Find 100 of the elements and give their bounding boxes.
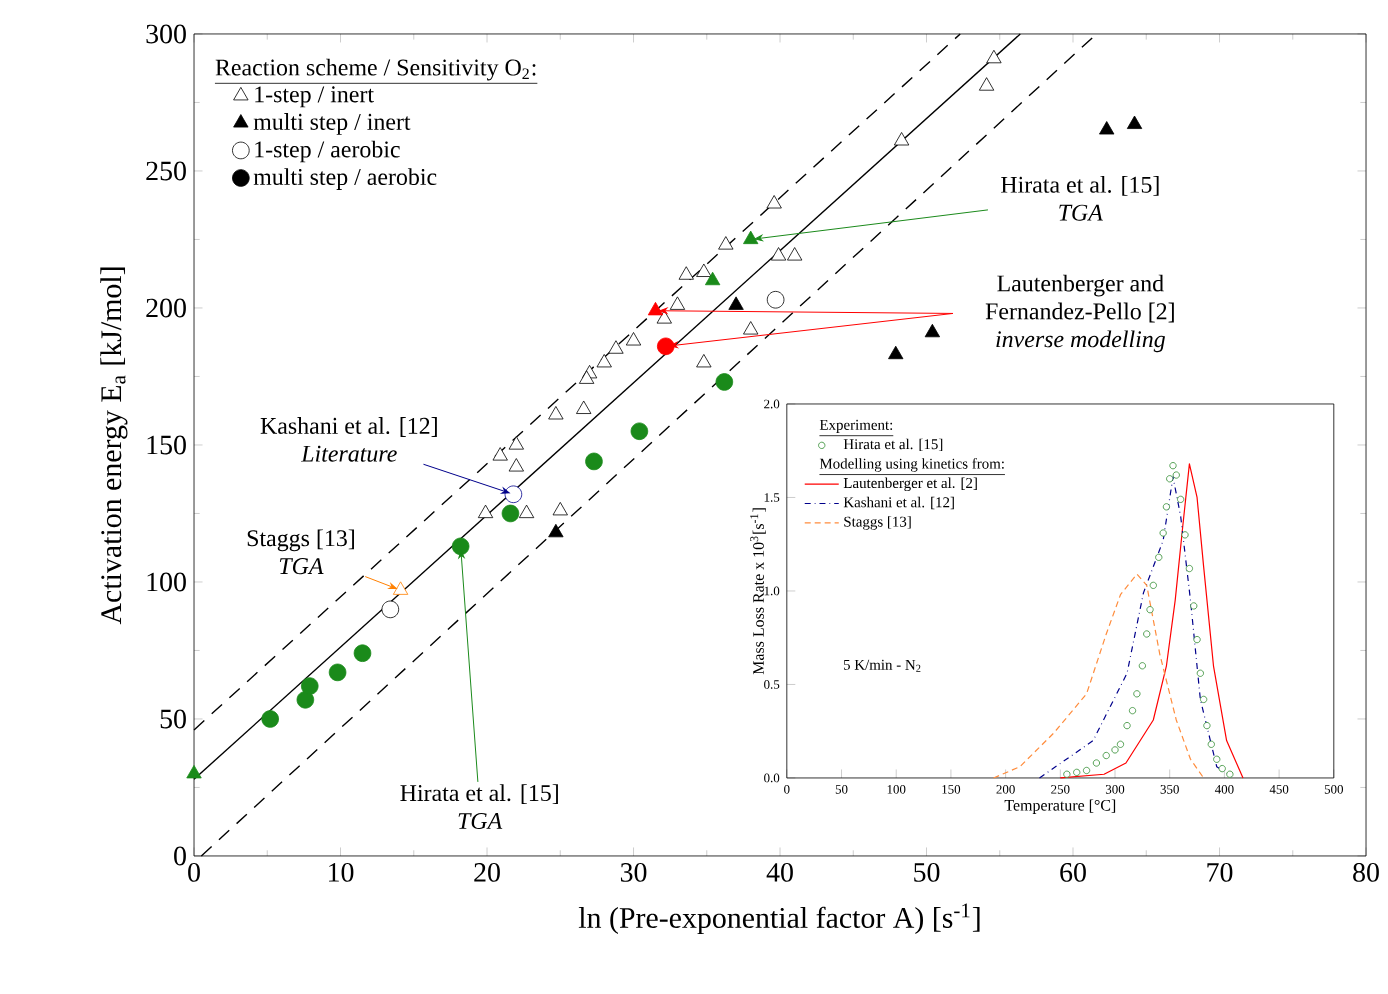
point (770, 247, 787, 261)
x-tick-label: 0 (188, 863, 200, 882)
x-tick-label: 60 (1060, 863, 1086, 882)
point (1149, 581, 1157, 589)
x-tick-label: 70 (1207, 863, 1233, 882)
y-tick-label: 100 (147, 572, 186, 592)
annotation: Kashani et al. [12] Literature (260, 417, 437, 462)
line-series (1059, 463, 1244, 779)
x-tick-label: 50 (914, 863, 940, 882)
point (1102, 751, 1110, 760)
point (1138, 662, 1146, 670)
legend-label: 1-step / aerobic (255, 140, 400, 163)
point (1226, 770, 1234, 778)
x-tick-label: 80 (1353, 863, 1379, 882)
point (1213, 755, 1221, 763)
point (381, 600, 400, 619)
point (924, 323, 941, 338)
point (392, 581, 409, 595)
point (1111, 746, 1119, 754)
point (1193, 636, 1201, 644)
point (1218, 765, 1226, 773)
point (608, 340, 624, 354)
point (1190, 602, 1198, 610)
x-tick-label: 20 (474, 863, 500, 882)
point (508, 436, 524, 450)
point (715, 373, 734, 391)
point (766, 290, 785, 309)
point (261, 710, 279, 728)
point (1063, 770, 1071, 778)
point (1126, 115, 1143, 129)
point (552, 501, 568, 516)
y-tick-label: 0 (174, 846, 186, 866)
point (585, 452, 603, 471)
point (1196, 669, 1204, 677)
point (743, 321, 759, 335)
x-tick-label: 40 (766, 863, 793, 882)
point (1128, 707, 1137, 715)
point (1172, 471, 1180, 479)
point (678, 266, 694, 280)
point (625, 332, 642, 346)
point (743, 230, 759, 245)
point (893, 132, 910, 146)
point (1181, 531, 1189, 539)
y-tick-label: 200 (146, 298, 186, 318)
point (728, 296, 744, 310)
point (647, 301, 664, 316)
point (1082, 766, 1091, 775)
point (787, 247, 803, 261)
y-tick-label: 50 (160, 709, 186, 729)
point (1200, 695, 1208, 704)
point (548, 523, 564, 538)
point (704, 271, 721, 286)
point (1146, 606, 1154, 614)
point (1073, 768, 1081, 776)
y-tick-label: 300 (146, 24, 186, 44)
point (986, 49, 1002, 64)
point (1169, 462, 1177, 470)
x-axis-title: ln (Pre-exponential factor A) [s$^{-1}$] (578, 903, 980, 935)
point (1133, 690, 1141, 698)
point (1185, 564, 1193, 573)
point (578, 370, 595, 384)
y-tick-label: 250 (146, 161, 186, 181)
annotation: Hirata et al. [15] TGA (400, 784, 558, 830)
point (504, 485, 523, 504)
point (518, 504, 535, 519)
x-tick-label: 30 (620, 863, 647, 882)
point (596, 354, 612, 368)
point (888, 345, 904, 360)
point (1177, 495, 1185, 503)
point (501, 504, 520, 523)
point (696, 354, 712, 368)
point (1166, 475, 1174, 483)
point (696, 263, 712, 277)
point (1155, 553, 1163, 561)
point (1092, 759, 1101, 767)
point (328, 663, 347, 682)
point (186, 765, 202, 779)
point (508, 458, 524, 472)
legend-label: multi step / aerobic (253, 168, 437, 190)
legend-label: multi step / inert (253, 113, 411, 135)
point (1162, 503, 1171, 511)
point (477, 504, 494, 519)
point (548, 406, 564, 420)
point (1123, 722, 1131, 730)
point (353, 644, 372, 662)
point (1116, 740, 1125, 748)
point (1099, 121, 1115, 135)
annotation: Staggs [13] TGA (247, 529, 354, 575)
point (1207, 740, 1215, 748)
legend-title: Reaction scheme / Sensitivity O$_{2}$: (215, 58, 536, 81)
point (1143, 630, 1151, 638)
point (978, 77, 995, 91)
y-tick-label: 150 (147, 435, 186, 455)
point (718, 236, 734, 250)
annotation: Lautenberger and Fernandez-Pello [2] inverse modelling (985, 274, 1174, 353)
point (766, 195, 782, 209)
point (669, 296, 686, 310)
line-series (992, 573, 1205, 779)
x-tick-label: 10 (329, 863, 354, 882)
point (451, 537, 470, 556)
